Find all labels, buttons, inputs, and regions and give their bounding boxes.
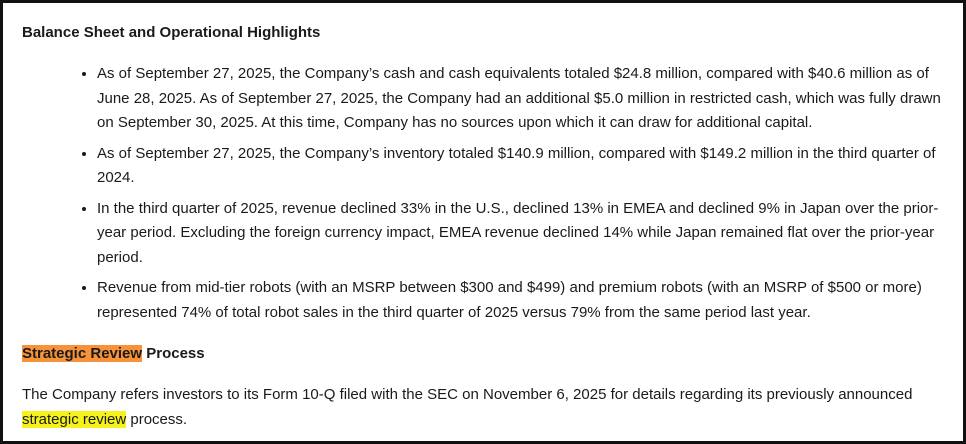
bullet: Revenue from mid-tier robots (with an MS… [97,276,952,325]
text: process. [126,410,188,428]
highlight: Strategic Review [22,345,143,362]
paragraph: The Company refers investors to its Form… [22,383,947,432]
title-text: Process [142,345,205,362]
highlight: strategic review [22,410,127,428]
section-title: Balance Sheet and Operational Highlights [22,24,321,41]
bullet-list: As of September 27, 2025, the Company’s … [22,62,945,325]
bullet: In the third quarter of 2025, revenue de… [97,197,952,271]
section-title: Strategic Review Process [22,343,945,365]
text: The Company refers investors to its Form… [22,386,913,403]
bullet: As of September 27, 2025, the Company’s … [97,62,952,136]
bullet: As of September 27, 2025, the Company’s … [97,142,952,191]
